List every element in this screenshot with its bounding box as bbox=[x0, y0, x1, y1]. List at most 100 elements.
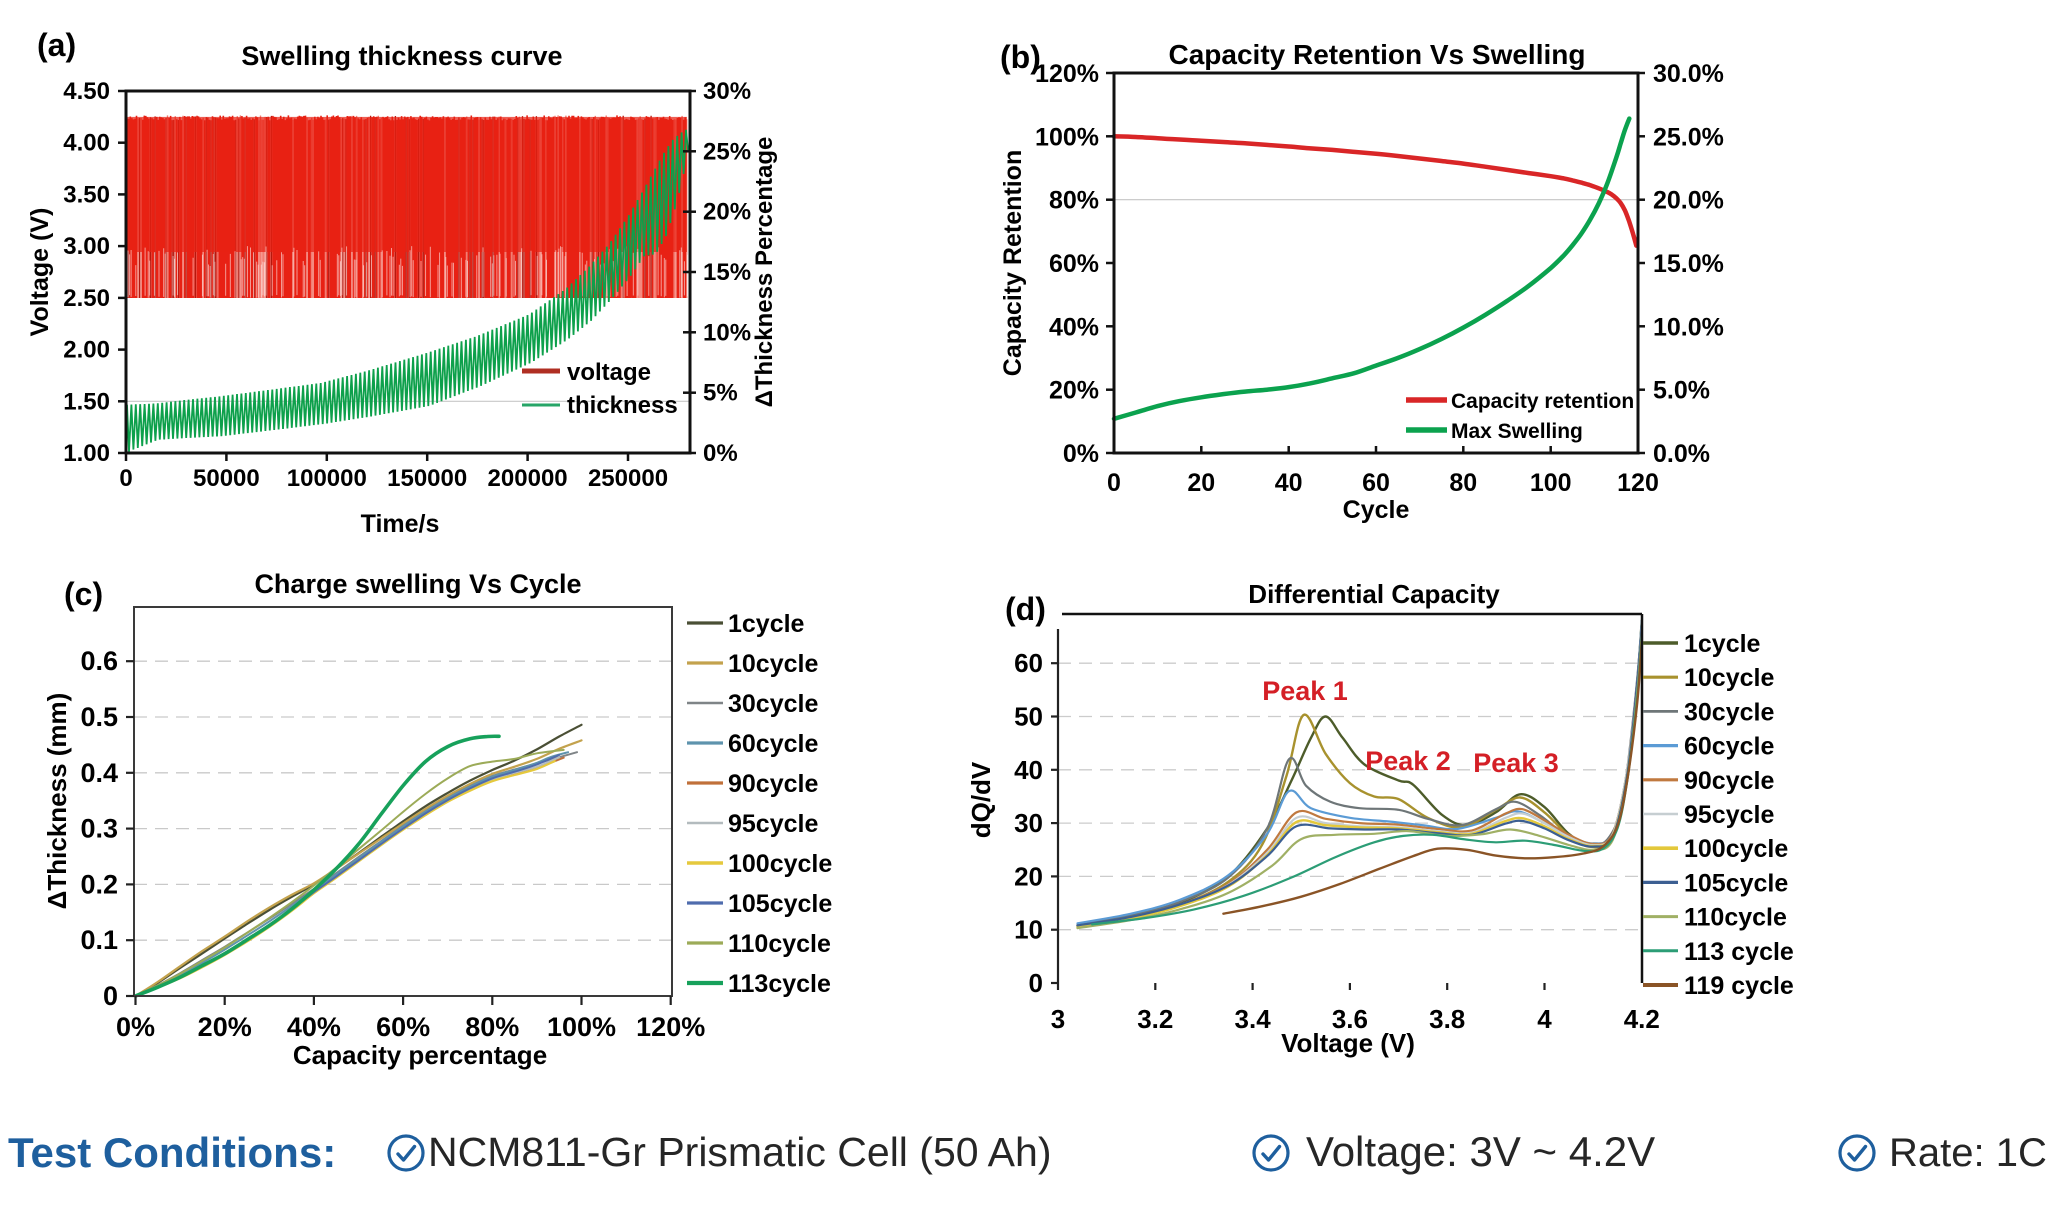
svg-text:40: 40 bbox=[1014, 755, 1043, 785]
svg-text:30.0%: 30.0% bbox=[1653, 60, 1724, 88]
svg-text:113cycle: 113cycle bbox=[728, 970, 831, 998]
svg-text:3.6: 3.6 bbox=[1332, 1004, 1368, 1034]
svg-text:105cycle: 105cycle bbox=[728, 890, 832, 918]
svg-text:Peak 1: Peak 1 bbox=[1262, 676, 1348, 706]
svg-text:40%: 40% bbox=[287, 1012, 341, 1042]
svg-text:1cycle: 1cycle bbox=[728, 610, 805, 638]
svg-text:5.0%: 5.0% bbox=[1653, 377, 1710, 405]
svg-text:100cycle: 100cycle bbox=[1684, 835, 1788, 863]
svg-text:3.8: 3.8 bbox=[1429, 1004, 1465, 1034]
svg-text:Capacity Retention Vs Swelling: Capacity Retention Vs Swelling bbox=[1169, 39, 1586, 70]
svg-text:0: 0 bbox=[119, 465, 132, 492]
svg-text:1.00: 1.00 bbox=[63, 440, 110, 467]
svg-text:110cycle: 110cycle bbox=[728, 930, 831, 958]
svg-text:1.50: 1.50 bbox=[63, 388, 110, 415]
svg-text:120: 120 bbox=[1617, 469, 1659, 497]
svg-text:3: 3 bbox=[1051, 1004, 1065, 1034]
svg-text:95cycle: 95cycle bbox=[1684, 801, 1774, 829]
svg-text:Charge swelling Vs Cycle: Charge swelling Vs Cycle bbox=[254, 569, 581, 599]
svg-text:(d): (d) bbox=[1005, 591, 1046, 627]
svg-text:100cycle: 100cycle bbox=[728, 850, 832, 878]
svg-text:Time/s: Time/s bbox=[361, 510, 440, 538]
svg-text:30cycle: 30cycle bbox=[1684, 698, 1774, 726]
svg-text:Peak 2: Peak 2 bbox=[1365, 746, 1451, 776]
svg-text:20: 20 bbox=[1014, 861, 1043, 891]
svg-text:3.00: 3.00 bbox=[63, 233, 110, 260]
svg-text:Capacity percentage: Capacity percentage bbox=[293, 1040, 547, 1070]
svg-text:Differential Capacity: Differential Capacity bbox=[1248, 579, 1500, 609]
svg-text:30cycle: 30cycle bbox=[728, 690, 818, 718]
svg-text:Capacity Retention: Capacity Retention bbox=[999, 150, 1027, 376]
svg-text:NCM811-Gr Prismatic Cell (50 A: NCM811-Gr Prismatic Cell (50 Ah) bbox=[428, 1129, 1052, 1175]
svg-text:Cycle: Cycle bbox=[1343, 496, 1410, 524]
svg-text:(b): (b) bbox=[1000, 39, 1041, 75]
svg-text:25%: 25% bbox=[703, 138, 751, 165]
svg-text:2.00: 2.00 bbox=[63, 337, 110, 364]
svg-text:110cycle: 110cycle bbox=[1684, 904, 1787, 932]
svg-text:Capacity retention: Capacity retention bbox=[1451, 390, 1634, 413]
svg-text:20%: 20% bbox=[198, 1012, 252, 1042]
svg-text:105cycle: 105cycle bbox=[1684, 869, 1788, 897]
svg-text:20.0%: 20.0% bbox=[1653, 187, 1724, 215]
svg-text:Test Conditions:: Test Conditions: bbox=[8, 1129, 336, 1176]
svg-text:4.2: 4.2 bbox=[1624, 1004, 1660, 1034]
svg-text:20%: 20% bbox=[703, 199, 751, 226]
svg-text:30: 30 bbox=[1014, 808, 1043, 838]
svg-text:Voltage (V): Voltage (V) bbox=[1281, 1028, 1415, 1058]
svg-text:0: 0 bbox=[103, 981, 118, 1011]
svg-text:0%: 0% bbox=[703, 440, 738, 467]
svg-text:60cycle: 60cycle bbox=[728, 730, 818, 758]
svg-text:90cycle: 90cycle bbox=[728, 770, 818, 798]
svg-text:4: 4 bbox=[1537, 1004, 1552, 1034]
svg-text:3.2: 3.2 bbox=[1137, 1004, 1173, 1034]
svg-text:0.0%: 0.0% bbox=[1653, 440, 1710, 468]
svg-text:250000: 250000 bbox=[588, 465, 668, 492]
svg-text:voltage: voltage bbox=[567, 359, 651, 386]
svg-text:0%: 0% bbox=[1063, 440, 1099, 468]
svg-text:10%: 10% bbox=[703, 319, 751, 346]
svg-text:Max Swelling: Max Swelling bbox=[1451, 420, 1583, 443]
svg-text:80%: 80% bbox=[465, 1012, 519, 1042]
svg-text:10: 10 bbox=[1014, 915, 1043, 945]
svg-text:60%: 60% bbox=[1049, 250, 1099, 278]
svg-text:thickness: thickness bbox=[567, 392, 678, 419]
svg-text:0.1: 0.1 bbox=[80, 925, 118, 955]
svg-text:1cycle: 1cycle bbox=[1684, 630, 1761, 658]
svg-text:Voltage (V): Voltage (V) bbox=[26, 208, 54, 337]
svg-text:0%: 0% bbox=[116, 1012, 155, 1042]
svg-text:95cycle: 95cycle bbox=[728, 810, 818, 838]
svg-text:113 cycle: 113 cycle bbox=[1684, 938, 1794, 966]
svg-text:0.4: 0.4 bbox=[80, 758, 118, 788]
svg-text:Peak 3: Peak 3 bbox=[1473, 748, 1559, 778]
svg-text:119 cycle: 119 cycle bbox=[1684, 972, 1794, 1000]
svg-text:3.50: 3.50 bbox=[63, 181, 110, 208]
svg-text:60: 60 bbox=[1014, 648, 1043, 678]
svg-text:30%: 30% bbox=[703, 78, 751, 105]
svg-text:Swelling thickness curve: Swelling thickness curve bbox=[241, 41, 562, 71]
svg-text:200000: 200000 bbox=[488, 465, 568, 492]
svg-text:120%: 120% bbox=[1035, 60, 1099, 88]
svg-text:0: 0 bbox=[1029, 968, 1043, 998]
svg-text:2.50: 2.50 bbox=[63, 285, 110, 312]
svg-text:0: 0 bbox=[1107, 469, 1121, 497]
svg-text:100000: 100000 bbox=[287, 465, 367, 492]
svg-text:90cycle: 90cycle bbox=[1684, 767, 1774, 795]
svg-text:20: 20 bbox=[1187, 469, 1215, 497]
svg-text:100%: 100% bbox=[547, 1012, 616, 1042]
svg-text:ΔThickness Percentage: ΔThickness Percentage bbox=[751, 137, 778, 408]
svg-text:80: 80 bbox=[1449, 469, 1477, 497]
svg-text:(c): (c) bbox=[64, 576, 103, 612]
svg-text:100: 100 bbox=[1530, 469, 1572, 497]
svg-text:(a): (a) bbox=[37, 27, 76, 63]
svg-text:0.6: 0.6 bbox=[80, 646, 118, 676]
svg-text:60%: 60% bbox=[376, 1012, 430, 1042]
svg-text:3.4: 3.4 bbox=[1235, 1004, 1272, 1034]
svg-text:10.0%: 10.0% bbox=[1653, 313, 1724, 341]
svg-text:4.50: 4.50 bbox=[63, 78, 110, 105]
svg-text:20%: 20% bbox=[1049, 377, 1099, 405]
svg-text:100%: 100% bbox=[1035, 123, 1099, 151]
svg-text:5%: 5% bbox=[703, 380, 738, 407]
svg-text:Rate: 1C: Rate: 1C bbox=[1889, 1131, 2047, 1175]
svg-text:10cycle: 10cycle bbox=[1684, 664, 1774, 692]
svg-text:ΔThickness (mm): ΔThickness (mm) bbox=[42, 693, 72, 910]
